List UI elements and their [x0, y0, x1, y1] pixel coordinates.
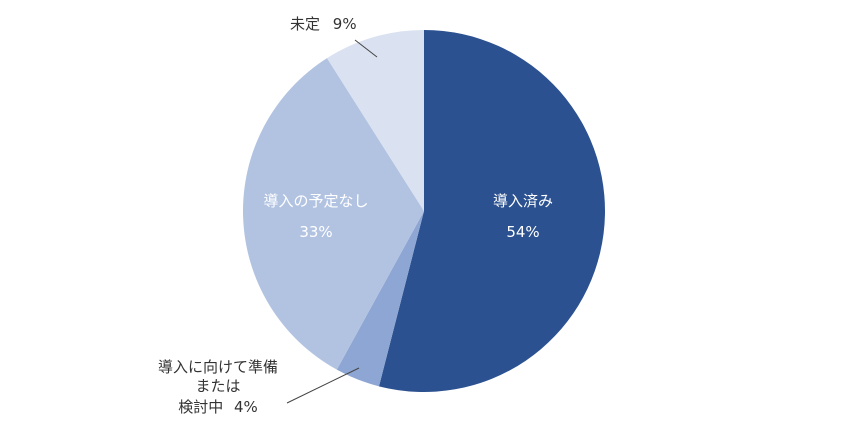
- slice-label-preparing-name: 検討中: [178, 398, 223, 416]
- slice-preparing: [336, 211, 424, 387]
- slice-label-undecided-name: 未定: [290, 15, 320, 33]
- slice-value-installed: 54%: [506, 223, 539, 241]
- leader-line-undecided: [354, 39, 378, 58]
- slice-label-installed: 導入済み: [493, 192, 553, 210]
- slice-value-preparing: 4%: [234, 398, 258, 416]
- slice-no-plan: [242, 58, 424, 370]
- pie-slices: [242, 30, 605, 392]
- slice-label-preparing-line3: 検討中 4%: [178, 398, 258, 416]
- slice-installed: [378, 30, 605, 392]
- slice-undecided: [327, 30, 424, 211]
- slice-value-no-plan: 33%: [299, 223, 332, 241]
- slice-value-undecided: 9%: [333, 15, 357, 33]
- slice-label-undecided: 未定 9%: [290, 15, 357, 33]
- slice-label-preparing-line2: または: [195, 377, 240, 395]
- leader-line-preparing: [286, 367, 360, 404]
- slice-label-no-plan: 導入の予定なし: [263, 192, 368, 210]
- slice-label-preparing-line1: 導入に向けて準備: [158, 358, 278, 376]
